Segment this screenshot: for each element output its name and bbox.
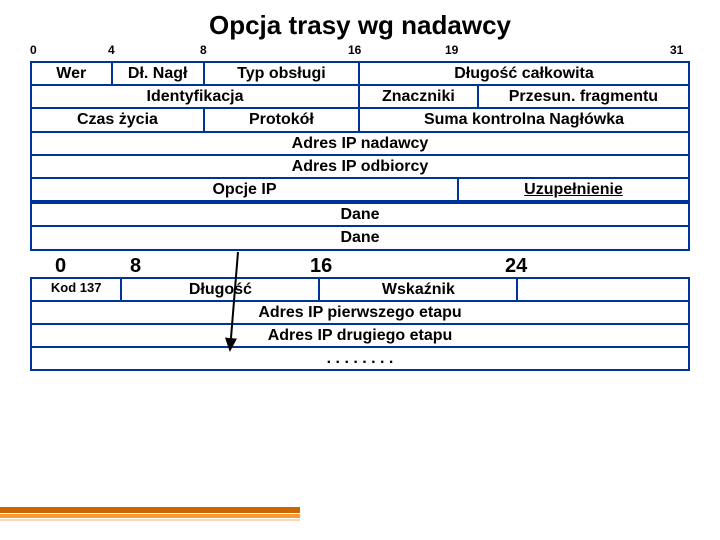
bit-ruler-option: 0 8 16 24 — [30, 255, 690, 277]
table-cell: Adres IP nadawcy — [30, 133, 690, 156]
table-row: Dane — [30, 202, 690, 227]
table-cell: Długość całkowita — [360, 61, 690, 86]
ruler-mark: 31 — [670, 43, 683, 57]
table-cell: Dane — [30, 227, 690, 250]
table-row: Adres IP odbiorcy — [30, 156, 690, 179]
table-cell: Kod 137 — [30, 277, 122, 302]
bit-ruler-top: 0 4 8 16 19 31 — [30, 43, 690, 61]
table-cell: Czas życia — [30, 109, 205, 132]
option-detail-table: Kod 137DługośćWskaźnikAdres IP pierwszeg… — [30, 277, 690, 372]
ip-header-table: WerDł. NagłTyp obsługiDługość całkowitaI… — [30, 61, 690, 202]
footer-decor — [0, 507, 300, 525]
table-cell: Długość — [122, 277, 320, 302]
table-row: IdentyfikacjaZnacznikiPrzesun. fragmentu — [30, 86, 690, 109]
table-row: Adres IP drugiego etapu — [30, 325, 690, 348]
table-cell: Wer — [30, 61, 113, 86]
ruler-mark: 8 — [200, 43, 207, 57]
table-cell — [518, 277, 690, 302]
table-cell: Dane — [30, 202, 690, 227]
table-row: Kod 137DługośćWskaźnik — [30, 277, 690, 302]
ruler-mark: 16 — [348, 43, 361, 57]
table-cell: Dł. Nagł — [113, 61, 205, 86]
table-cell: Adres IP drugiego etapu — [30, 325, 690, 348]
table-cell: Protokół — [205, 109, 360, 132]
table-cell: Adres IP pierwszego etapu — [30, 302, 690, 325]
ruler-mark: 16 — [310, 255, 332, 278]
table-cell: Przesun. fragmentu — [479, 86, 690, 109]
table-cell: . . . . . . . . — [30, 348, 690, 371]
table-row: Opcje IPUzupełnienie — [30, 179, 690, 202]
table-row: Dane — [30, 227, 690, 250]
table-cell: Wskaźnik — [320, 277, 518, 302]
table-cell: Adres IP odbiorcy — [30, 156, 690, 179]
table-row: . . . . . . . . — [30, 348, 690, 371]
page-title: Opcja trasy wg nadawcy — [30, 10, 690, 41]
table-cell: Identyfikacja — [30, 86, 360, 109]
ruler-mark: 8 — [130, 255, 141, 278]
table-cell: Uzupełnienie — [459, 179, 690, 202]
table-cell: Typ obsługi — [205, 61, 360, 86]
table-row: Adres IP pierwszego etapu — [30, 302, 690, 325]
table-cell: Suma kontrolna Nagłówka — [360, 109, 690, 132]
table-row: WerDł. NagłTyp obsługiDługość całkowita — [30, 61, 690, 86]
ruler-mark: 0 — [55, 255, 66, 278]
data-rows: DaneDane — [30, 202, 690, 250]
ruler-mark: 0 — [30, 43, 37, 57]
table-cell: Znaczniki — [360, 86, 479, 109]
ruler-mark: 19 — [445, 43, 458, 57]
table-row: Czas życiaProtokółSuma kontrolna Nagłówk… — [30, 109, 690, 132]
table-row: Adres IP nadawcy — [30, 133, 690, 156]
table-cell: Opcje IP — [30, 179, 459, 202]
ruler-mark: 24 — [505, 255, 527, 278]
ruler-mark: 4 — [108, 43, 115, 57]
